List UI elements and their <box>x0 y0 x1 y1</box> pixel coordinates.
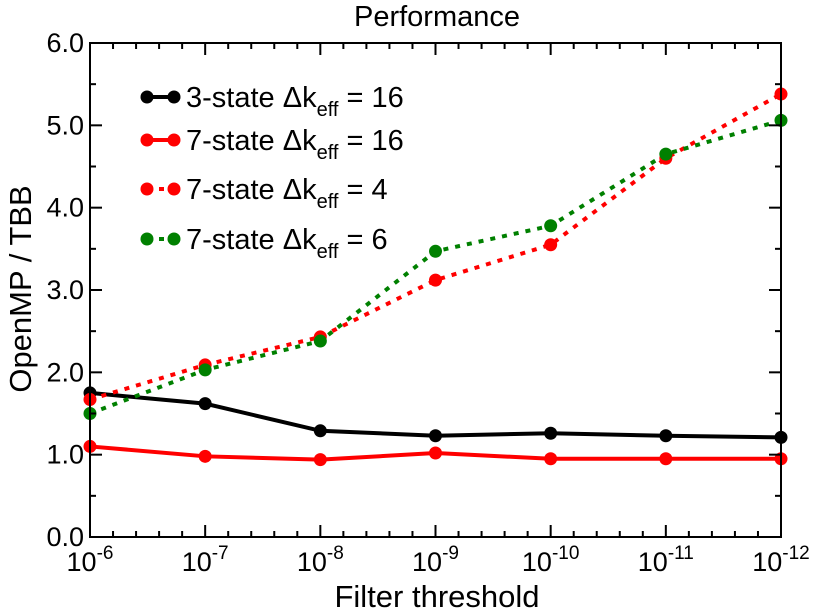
x-tick-base: 10 <box>67 547 97 577</box>
x-tick-base: 10 <box>522 547 552 577</box>
data-point <box>198 363 212 377</box>
series-line-4 <box>89 118 782 416</box>
legend-tail: = 16 <box>338 82 403 114</box>
legend-marker <box>140 232 154 246</box>
x-tick-label: 10-7 <box>182 543 229 577</box>
x-tick-exponent: -9 <box>442 543 459 564</box>
legend-marker <box>167 182 181 196</box>
y-tick-label: 5.0 <box>46 110 84 140</box>
data-point <box>659 452 673 466</box>
legend-main: 7-state Δk <box>186 125 317 157</box>
legend-subscript: eff <box>317 142 339 164</box>
data-point <box>313 334 327 348</box>
legend-label: 7-state Δkeff = 4 <box>186 174 388 213</box>
x-tick-label: 10-9 <box>412 543 459 577</box>
legend-subscript: eff <box>317 99 339 121</box>
x-tick-base: 10 <box>182 547 212 577</box>
x-tick-exponent: -6 <box>97 543 114 564</box>
legend-marker <box>167 232 181 246</box>
legend-marker <box>167 133 181 147</box>
data-point <box>429 244 442 258</box>
legend-label: 3-state Δkeff = 16 <box>186 82 404 121</box>
data-point <box>313 424 327 438</box>
data-point <box>544 426 558 440</box>
chart-title: Performance <box>354 1 520 33</box>
x-tick-base: 10 <box>752 547 782 577</box>
data-point <box>659 147 673 161</box>
plot-frame <box>89 42 782 538</box>
y-tick-label: 1.0 <box>46 440 84 470</box>
data-point <box>198 397 212 411</box>
y-tick-label: 6.0 <box>46 28 84 58</box>
x-tick-base: 10 <box>412 547 442 577</box>
x-tick-exponent: -7 <box>212 543 229 564</box>
data-point <box>429 429 442 443</box>
legend-marker <box>140 133 154 147</box>
legend-main: 3-state Δk <box>186 82 317 114</box>
series-layer <box>83 87 788 467</box>
x-tick-label: 10-8 <box>297 543 344 577</box>
data-point <box>659 429 673 443</box>
x-tick-exponent: -8 <box>327 543 344 564</box>
x-tick-exponent: -10 <box>552 543 579 564</box>
legend-subscript: eff <box>317 241 339 263</box>
data-point <box>429 273 442 287</box>
x-axis-title: Filter threshold <box>334 579 539 611</box>
legend-marker <box>140 90 154 104</box>
legend-tail: = 16 <box>338 125 403 157</box>
legend: 3-state Δkeff = 167-state Δkeff = 167-st… <box>140 82 404 263</box>
x-tick-label: 10-10 <box>522 543 580 577</box>
legend-tail: = 6 <box>338 224 387 256</box>
x-tick-base: 10 <box>297 547 327 577</box>
y-tick-label: 4.0 <box>46 193 84 223</box>
data-point <box>198 449 212 463</box>
x-tick-base: 10 <box>638 547 668 577</box>
legend-main: 7-state Δk <box>186 174 317 206</box>
data-point <box>544 452 558 466</box>
x-tick-label: 10-6 <box>67 543 114 577</box>
legend-main: 7-state Δk <box>186 224 317 256</box>
data-point <box>544 219 558 233</box>
legend-label: 7-state Δkeff = 6 <box>186 224 388 263</box>
legend-marker <box>167 90 181 104</box>
y-axis-title: OpenMP / TBB <box>3 185 38 392</box>
x-tick-label: 10-12 <box>752 543 810 577</box>
data-point <box>313 453 327 467</box>
legend-marker <box>140 182 154 196</box>
legend-tail: = 4 <box>338 174 387 206</box>
y-tick-label: 3.0 <box>46 275 84 305</box>
legend-subscript: eff <box>317 191 339 213</box>
legend-label: 7-state Δkeff = 16 <box>186 125 404 164</box>
axes-layer: 0.01.02.03.04.05.06.010-6 10-7 10-8 10-9 10-… <box>46 28 809 577</box>
data-point <box>429 446 442 460</box>
y-tick-label: 2.0 <box>46 357 84 387</box>
y-tick-label: 0.0 <box>46 522 84 552</box>
data-point <box>544 238 558 252</box>
x-tick-label: 10-11 <box>638 543 694 577</box>
x-tick-exponent: -12 <box>782 543 809 564</box>
x-tick-exponent: -11 <box>668 543 694 564</box>
